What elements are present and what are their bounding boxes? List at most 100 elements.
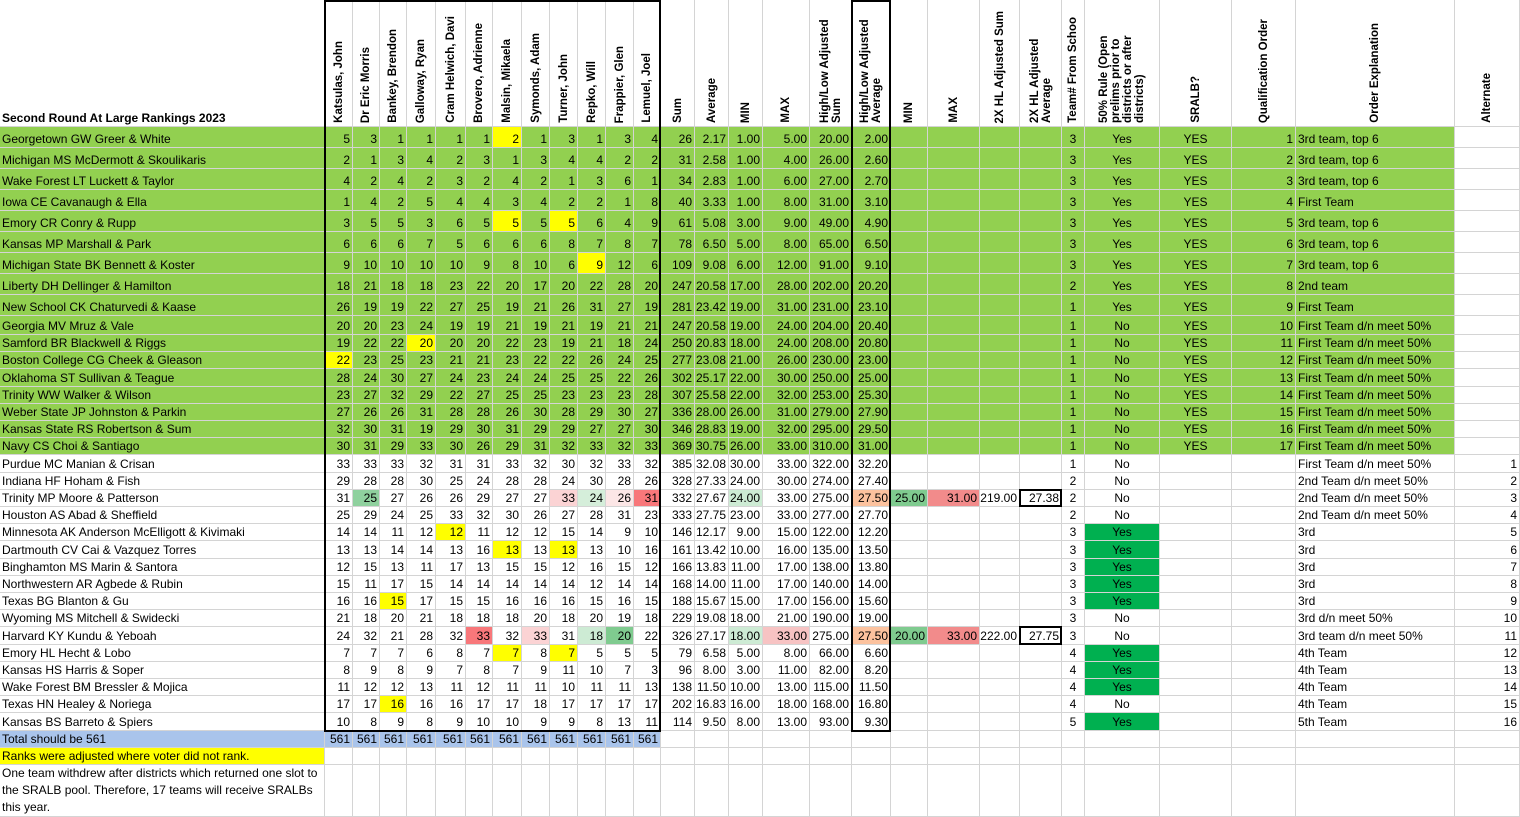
cell-text: 4 xyxy=(1069,697,1077,712)
cell-text: 114 xyxy=(672,714,692,729)
cell xyxy=(1020,352,1062,370)
cell-text: 12 xyxy=(533,525,547,540)
cell-text: 4 xyxy=(456,195,463,209)
cell-text: 17 xyxy=(533,279,547,293)
cell: 30.75 xyxy=(695,438,729,456)
cell: 27 xyxy=(522,489,550,507)
cell-text: 78 xyxy=(678,237,692,251)
cell-text: 9 xyxy=(651,216,658,230)
cell-text: 29 xyxy=(419,387,433,402)
cell: 1 xyxy=(1062,403,1085,421)
cell xyxy=(1455,352,1520,370)
cell xyxy=(1020,295,1062,316)
cell-text: 27.38 xyxy=(1028,490,1059,505)
cell-text: 19.00 xyxy=(729,422,760,437)
cell-text: 561 xyxy=(356,731,377,746)
cell: 275.00 xyxy=(810,627,852,645)
cell-text: 28 xyxy=(505,473,519,488)
cell: 21 xyxy=(634,316,661,335)
cell-text: 14 xyxy=(644,576,658,591)
column-header: Frappier, Glen xyxy=(606,0,634,127)
cell xyxy=(852,730,891,748)
cell: 8 xyxy=(493,253,522,274)
cell: 17.00 xyxy=(763,593,810,611)
cell-text: 27 xyxy=(476,387,490,402)
cell: 15 xyxy=(380,593,407,611)
cell: 28 xyxy=(522,472,550,490)
cell-text: 3rd xyxy=(1298,525,1316,540)
cell: 3 xyxy=(522,148,550,169)
cell-text: 21 xyxy=(533,300,547,314)
cell: 20 xyxy=(578,610,606,628)
cell: 11.00 xyxy=(763,661,810,679)
cell-text: First Team d/n meet 50% xyxy=(1298,353,1432,368)
cell-text: 32.20 xyxy=(857,456,888,471)
cell-text: 29 xyxy=(390,439,404,454)
cell-text: 23 xyxy=(476,370,490,385)
cell-text: 3 xyxy=(426,216,433,230)
team-name: Iowa CE Cavanaugh & Ella xyxy=(0,190,325,211)
cell xyxy=(729,730,763,748)
cell xyxy=(928,127,980,148)
cell: First Team d/n meet 50% xyxy=(1296,403,1455,421)
cell-text: 122.00 xyxy=(812,525,849,540)
cell: 24.00 xyxy=(763,316,810,335)
cell-text: 274.00 xyxy=(812,473,849,488)
cell: 3rd xyxy=(1296,575,1455,593)
cell-text: Yes xyxy=(1112,576,1132,591)
cell-text: 140.00 xyxy=(812,576,849,591)
cell-text: 19 xyxy=(617,611,631,626)
cell: 19 xyxy=(578,316,606,335)
cell-text: 19 xyxy=(336,336,350,351)
cell-text: 16.80 xyxy=(857,697,888,712)
cell: 3 xyxy=(634,661,661,679)
cell: 6 xyxy=(578,211,606,232)
cell: 26 xyxy=(550,295,578,316)
cell: 27.40 xyxy=(852,472,891,490)
cell: First Team d/n meet 50% xyxy=(1296,386,1455,404)
cell-text: 14 xyxy=(505,576,519,591)
cell: 23 xyxy=(634,507,661,525)
cell xyxy=(891,507,928,525)
cell xyxy=(325,748,353,765)
cell-text: 2.70 xyxy=(864,174,888,188)
cell xyxy=(1232,765,1296,817)
cell: 3rd team, top 6 xyxy=(1296,127,1455,148)
cell: 1.00 xyxy=(729,190,763,211)
cell: 17.00 xyxy=(763,575,810,593)
cell: 14 xyxy=(353,524,380,542)
cell-text: Team# From Schoo xyxy=(1067,17,1079,123)
cell xyxy=(1160,610,1232,628)
cell: 9.00 xyxy=(763,211,810,232)
cell-text: 2nd team xyxy=(1298,279,1349,293)
cell-text: 19 xyxy=(449,319,463,333)
cell xyxy=(1020,541,1062,559)
cell: 33.00 xyxy=(763,438,810,456)
cell xyxy=(980,148,1020,169)
cell xyxy=(1062,765,1085,817)
cell-text: No xyxy=(1114,353,1130,368)
cell-text: 1 xyxy=(1069,456,1077,471)
cell-text: 23 xyxy=(419,353,433,368)
cell-text: 3 xyxy=(568,132,575,146)
cell: 25 xyxy=(550,369,578,387)
cell: 23.08 xyxy=(695,352,729,370)
column-header: Galloway, Ryan xyxy=(407,0,436,127)
cell: YES xyxy=(1160,232,1232,253)
cell: 14 xyxy=(466,575,493,593)
cell xyxy=(1020,661,1062,679)
cell: 3 xyxy=(1232,169,1296,190)
cell: 23 xyxy=(493,352,522,370)
cell xyxy=(729,748,763,765)
cell-text: 7 xyxy=(596,237,603,251)
cell: 33.00 xyxy=(928,627,980,645)
cell: 20.83 xyxy=(695,335,729,353)
cell-text: 6 xyxy=(596,216,603,230)
cell: 21 xyxy=(466,352,493,370)
cell: 19.00 xyxy=(852,610,891,628)
cell xyxy=(1160,472,1232,490)
cell: 27 xyxy=(466,386,493,404)
cell-text: No xyxy=(1114,319,1130,333)
cell-text: 27.00 xyxy=(818,174,849,188)
cell: 31 xyxy=(493,421,522,439)
